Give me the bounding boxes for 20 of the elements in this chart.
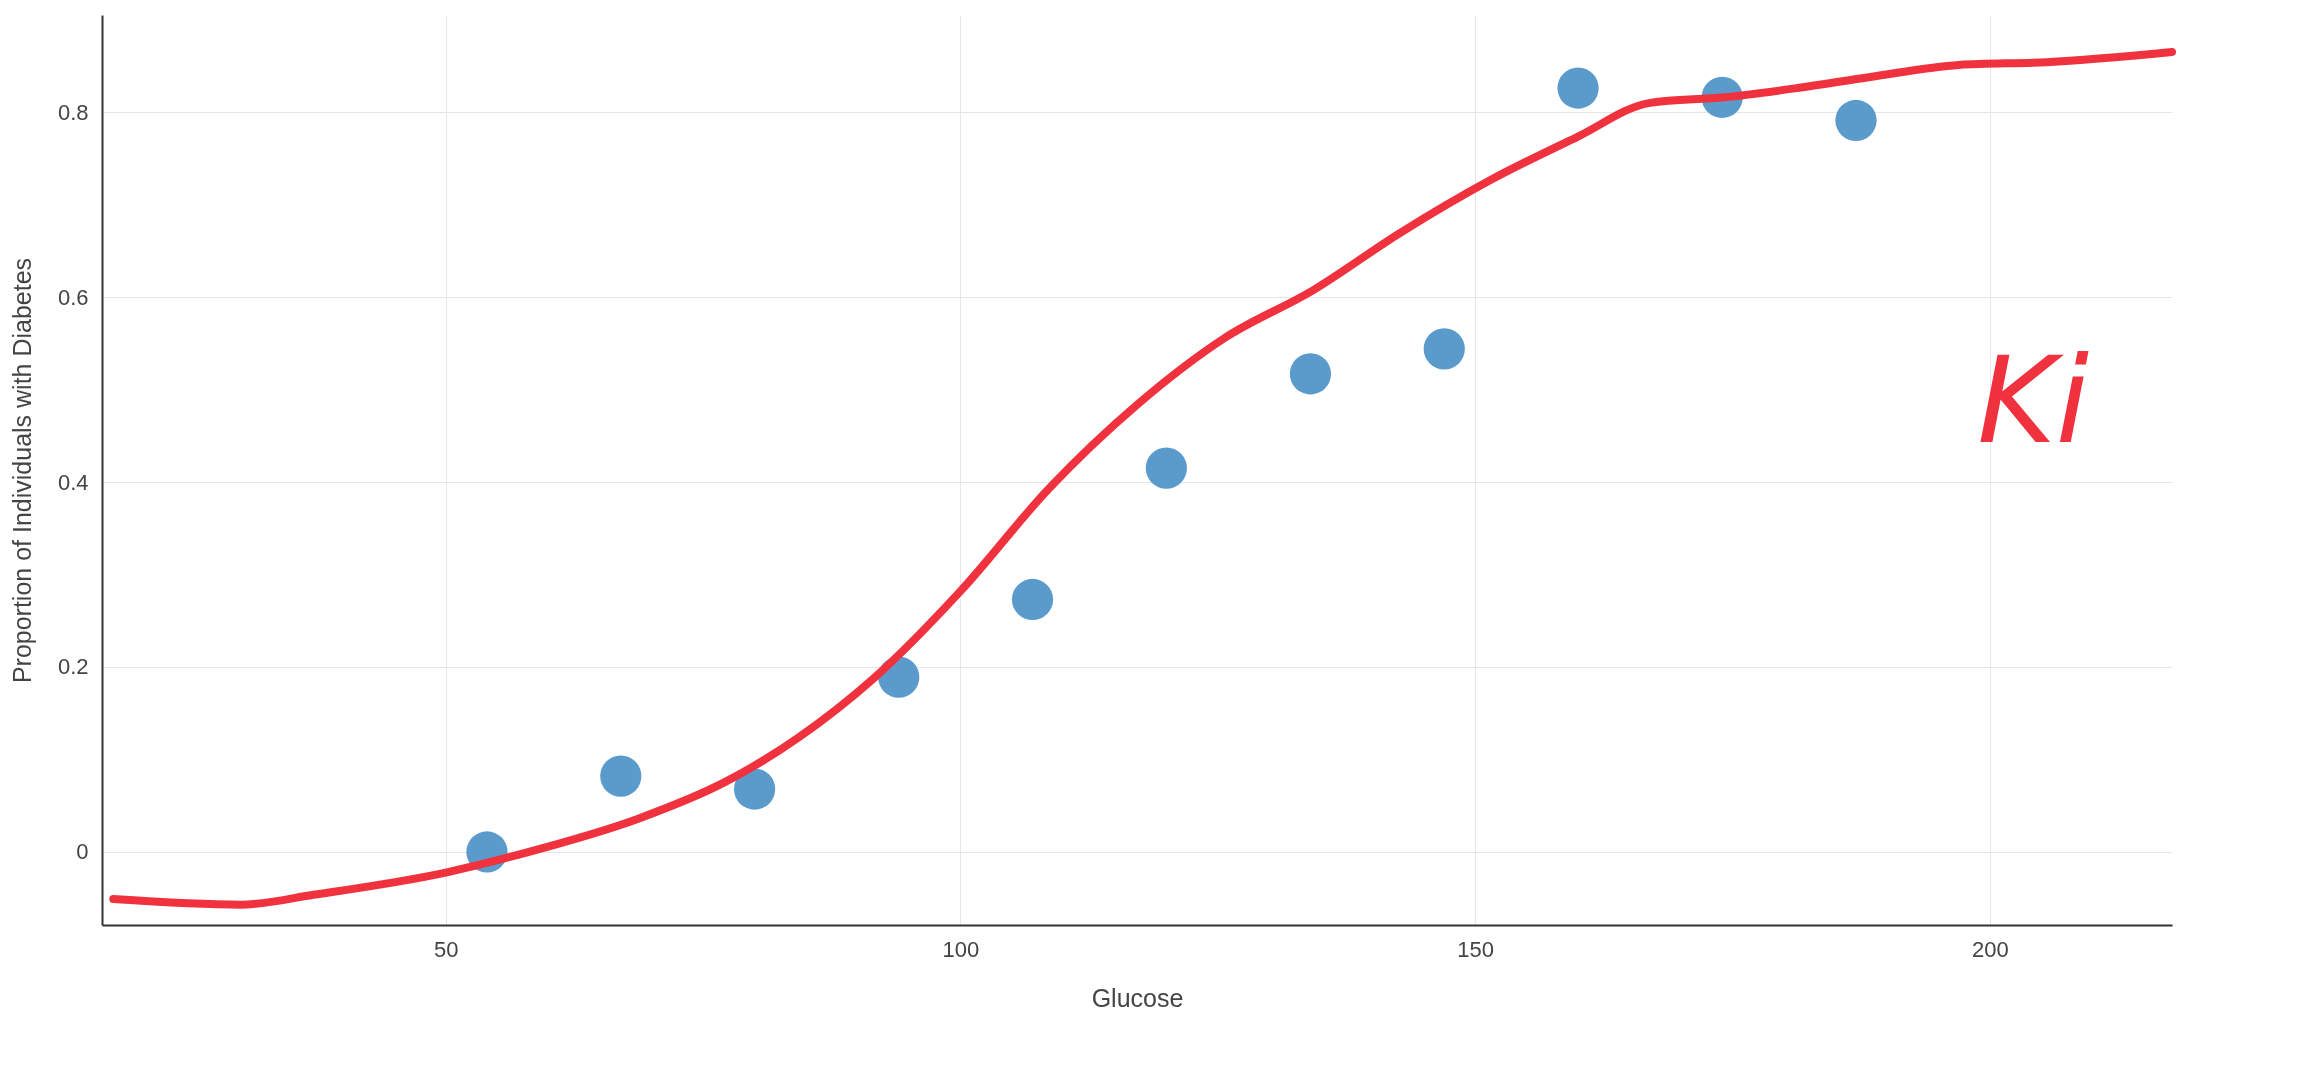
annotation: Ki: [1977, 331, 2090, 471]
point: [1011, 578, 1054, 621]
y-axis-title: Proportion of Individuals with Diabetes: [7, 257, 36, 684]
x-tick-label: 150: [1457, 936, 1494, 962]
point: [733, 768, 776, 810]
x-tick-label: 50: [434, 936, 459, 962]
point: [600, 755, 642, 797]
y-tick-label: 0.8: [57, 99, 89, 125]
point: [1557, 67, 1599, 109]
point: [1423, 328, 1465, 370]
x-axis-title: Glucose: [1091, 983, 1184, 1012]
point: [1145, 447, 1187, 489]
y-tick-label: 0.6: [57, 284, 89, 310]
point: [1289, 353, 1332, 395]
x-tick-label: 100: [942, 936, 980, 962]
y-tick-label: 0.4: [57, 469, 89, 495]
y-tick-label: 0: [76, 839, 89, 865]
point: [1835, 99, 1877, 141]
x-tick-label: 200: [1971, 936, 2009, 962]
y-tick-label: 0.2: [57, 654, 89, 680]
